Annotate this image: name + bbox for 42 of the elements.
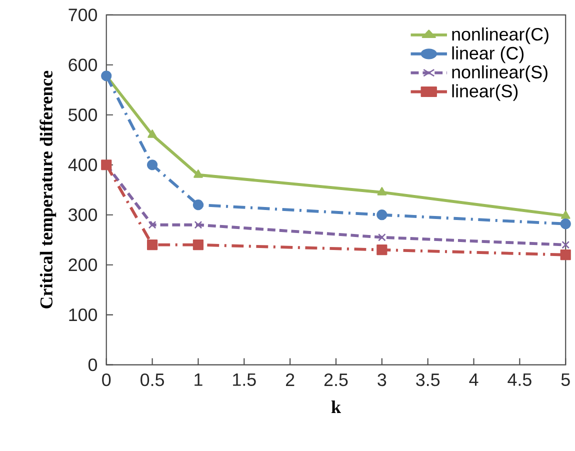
x-tick-label: 3: [378, 373, 386, 386]
y-tick-label: 400: [68, 158, 97, 172]
point: [560, 210, 570, 219]
point: [192, 199, 204, 210]
x-tick-label: 4: [469, 373, 478, 386]
x-tick-label: 4.5: [508, 373, 532, 386]
point: [194, 220, 202, 229]
x-tick-label: 0: [102, 373, 111, 386]
y-tick-label: 500: [68, 108, 97, 122]
point: [378, 233, 386, 242]
y-tick-label: 300: [68, 208, 97, 222]
x-tick-label: 2: [286, 373, 294, 386]
point: [146, 159, 158, 170]
point: [560, 218, 571, 230]
point: [562, 240, 570, 249]
point: [148, 129, 157, 138]
legend-label: nonlinear(S): [452, 65, 548, 82]
x-tick-label: 2.5: [324, 373, 348, 386]
point: [560, 249, 571, 260]
point: [146, 239, 158, 250]
point: [376, 244, 388, 256]
y-tick-label: 700: [68, 8, 97, 22]
point: [101, 70, 112, 82]
x-tick-label: 1.5: [233, 373, 256, 386]
x-axis-title: k: [331, 400, 341, 413]
x-tick-label: 5: [561, 373, 570, 386]
point: [376, 209, 388, 220]
x-tick-label: 1: [194, 373, 202, 386]
point: [194, 169, 203, 178]
legend-label: linear (C): [452, 46, 524, 63]
y-tick-label: 200: [68, 258, 97, 272]
y-tick-label: 600: [68, 58, 97, 72]
y-axis-title: Critical temperature difference: [40, 70, 56, 308]
legend-label: nonlinear(C): [452, 27, 548, 44]
point: [148, 220, 156, 229]
legend-label: linear(S): [452, 84, 518, 101]
point: [377, 186, 387, 196]
y-tick-label: 0: [88, 358, 98, 371]
x-tick-label: 3.5: [416, 373, 440, 386]
point: [192, 239, 204, 250]
x-tick-label: 0.5: [140, 373, 164, 386]
y-tick-label: 100: [69, 308, 97, 322]
